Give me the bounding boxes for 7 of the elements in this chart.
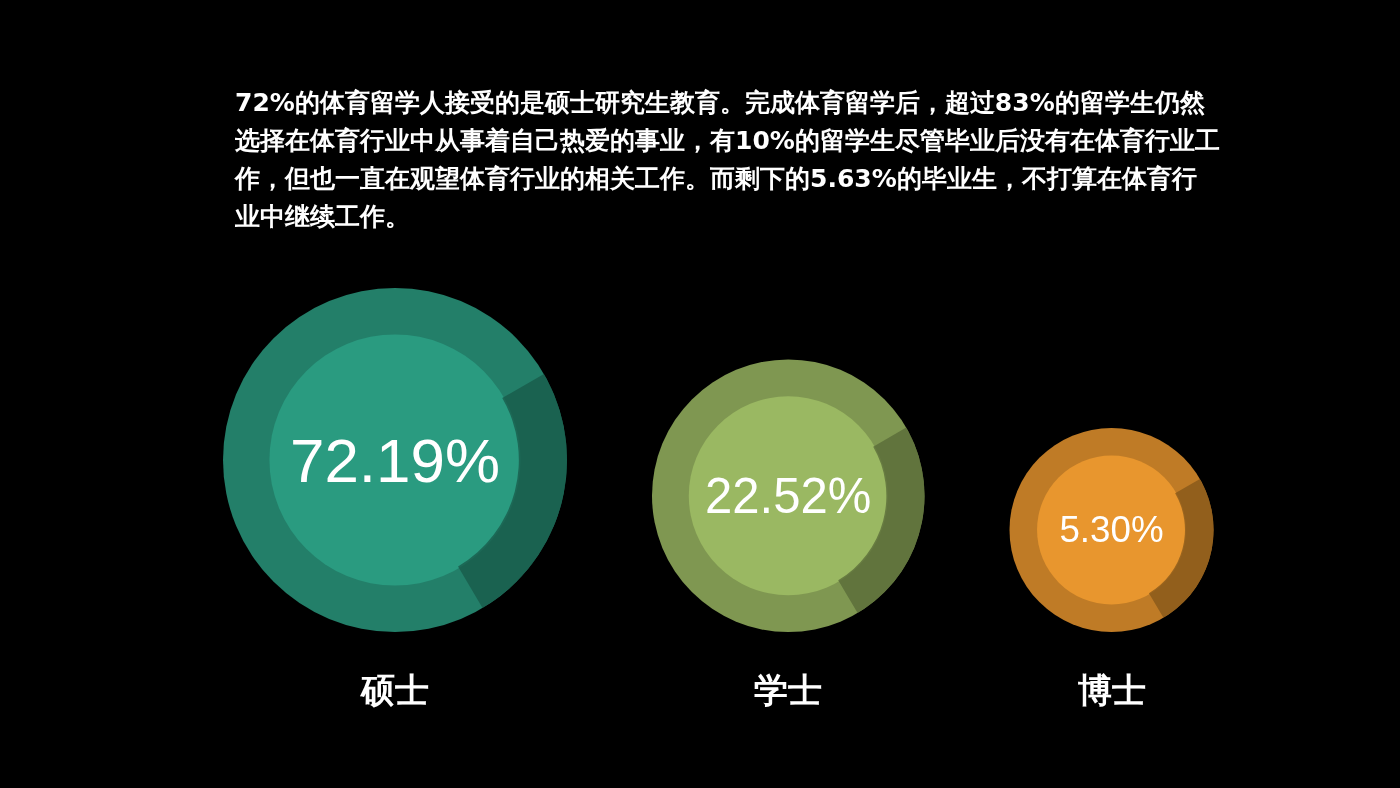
data-label: 22.52% (705, 468, 872, 523)
data-label: 72.19% (290, 425, 500, 495)
text: 72%的体育留学人接受的是硕士研究生教育。完成体育留学后，超过83%的留学生仍然选择在体育行业中从事着自己热爱的事业，有10%的留学生尽管毕业后没有在体育行业工作，但也一直在观望体育行业的相关工作。而剩下的5.63%的毕业生，不打算在体育行业中继续工作。 (235, 87, 1220, 233)
category-label: 博士 (1077, 670, 1146, 710)
data-label: 5.30% (1059, 509, 1164, 551)
category-label: 硕士 (359, 670, 429, 710)
category-label: 学士 (754, 670, 823, 710)
